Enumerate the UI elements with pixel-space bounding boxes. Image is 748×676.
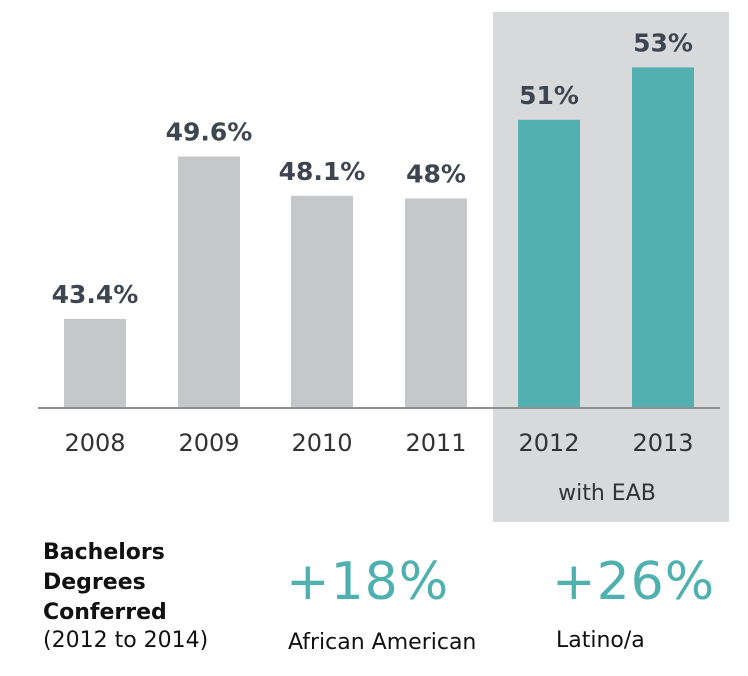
bar-chart: 43.4% 2008 49.6% 2009 48.1% 2010 48% 2011 51% 201… — [38, 12, 729, 522]
highlight-label: with EAB — [558, 481, 656, 506]
stat-value-african-american: +18% — [286, 552, 450, 612]
footer-subtitle: (2012 to 2014) — [43, 628, 209, 653]
footer-title: Bachelors Degrees Conferred — [43, 538, 167, 628]
x-tick-label-2009: 2009 — [178, 429, 239, 457]
footer-title-line-2: Degrees — [43, 570, 146, 595]
data-label-2011: 48% — [406, 159, 466, 188]
x-tick-label-2013: 2013 — [632, 429, 693, 457]
x-tick-label-2011: 2011 — [405, 429, 466, 457]
stat-value-latino: +26% — [552, 552, 716, 612]
bar-2010 — [291, 195, 353, 408]
data-label-2013: 53% — [633, 28, 693, 57]
bar-2008 — [64, 318, 126, 408]
x-tick-label-2012: 2012 — [518, 429, 579, 457]
bar-2012 — [518, 119, 580, 409]
footer-title-line-1: Bachelors — [43, 540, 165, 565]
bar-2011 — [405, 198, 467, 408]
data-label-2010: 48.1% — [279, 157, 366, 186]
data-label-2008: 43.4% — [52, 280, 139, 309]
x-tick-label-2008: 2008 — [64, 429, 125, 457]
data-label-2012: 51% — [519, 81, 579, 110]
footer-title-line-3: Conferred — [43, 600, 167, 625]
data-label-2009: 49.6% — [166, 117, 253, 146]
x-tick-label-2010: 2010 — [291, 429, 352, 457]
bar-2013 — [632, 67, 694, 409]
stat-label-african-american: African American — [288, 630, 477, 655]
bar-2009 — [178, 156, 240, 408]
stat-label-latino: Latino/a — [556, 628, 645, 653]
